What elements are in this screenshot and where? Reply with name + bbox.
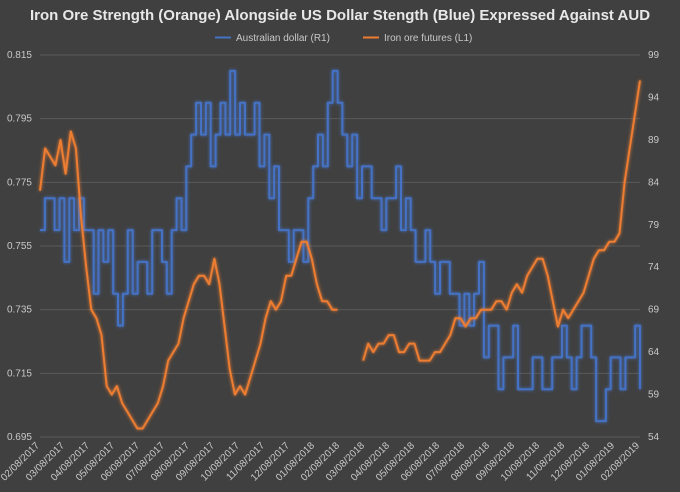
left-tick-label: 0.695 xyxy=(7,432,32,443)
right-tick-label: 84 xyxy=(648,177,660,188)
left-tick-label: 0.735 xyxy=(7,305,32,316)
gridlines xyxy=(40,54,640,438)
legend-label-aud: Australian dollar (R1) xyxy=(236,33,330,44)
legend: Australian dollar (R1) Iron ore futures … xyxy=(215,33,472,44)
right-tick-label: 59 xyxy=(648,390,660,401)
left-tick-label: 0.815 xyxy=(7,50,32,61)
x-axis-ticks: 02/08/201703/08/201704/08/201705/08/2017… xyxy=(0,440,642,483)
right-tick-label: 94 xyxy=(648,92,660,103)
left-tick-label: 0.775 xyxy=(7,177,32,188)
chart-title: Iron Ore Strength (Orange) Alongside US … xyxy=(30,7,650,24)
left-tick-label: 0.715 xyxy=(7,368,32,379)
legend-label-iron: Iron ore futures (L1) xyxy=(384,33,472,44)
right-tick-label: 89 xyxy=(648,135,660,146)
series-line-aud xyxy=(40,69,641,423)
right-tick-label: 64 xyxy=(648,347,660,358)
series-line-iron xyxy=(39,80,641,430)
right-tick-label: 54 xyxy=(648,432,660,443)
right-tick-label: 69 xyxy=(648,305,660,316)
left-tick-label: 0.795 xyxy=(7,114,32,125)
left-tick-label: 0.755 xyxy=(7,241,32,252)
right-axis-ticks: 54 59 64 69 74 79 84 89 94 99 xyxy=(648,50,660,443)
right-tick-label: 79 xyxy=(648,220,660,231)
right-tick-label: 74 xyxy=(648,262,660,273)
left-axis-ticks: 0.695 0.715 0.735 0.755 0.775 0.795 0.815 xyxy=(7,50,32,443)
series-layer xyxy=(39,69,641,430)
right-tick-label: 99 xyxy=(648,50,660,61)
